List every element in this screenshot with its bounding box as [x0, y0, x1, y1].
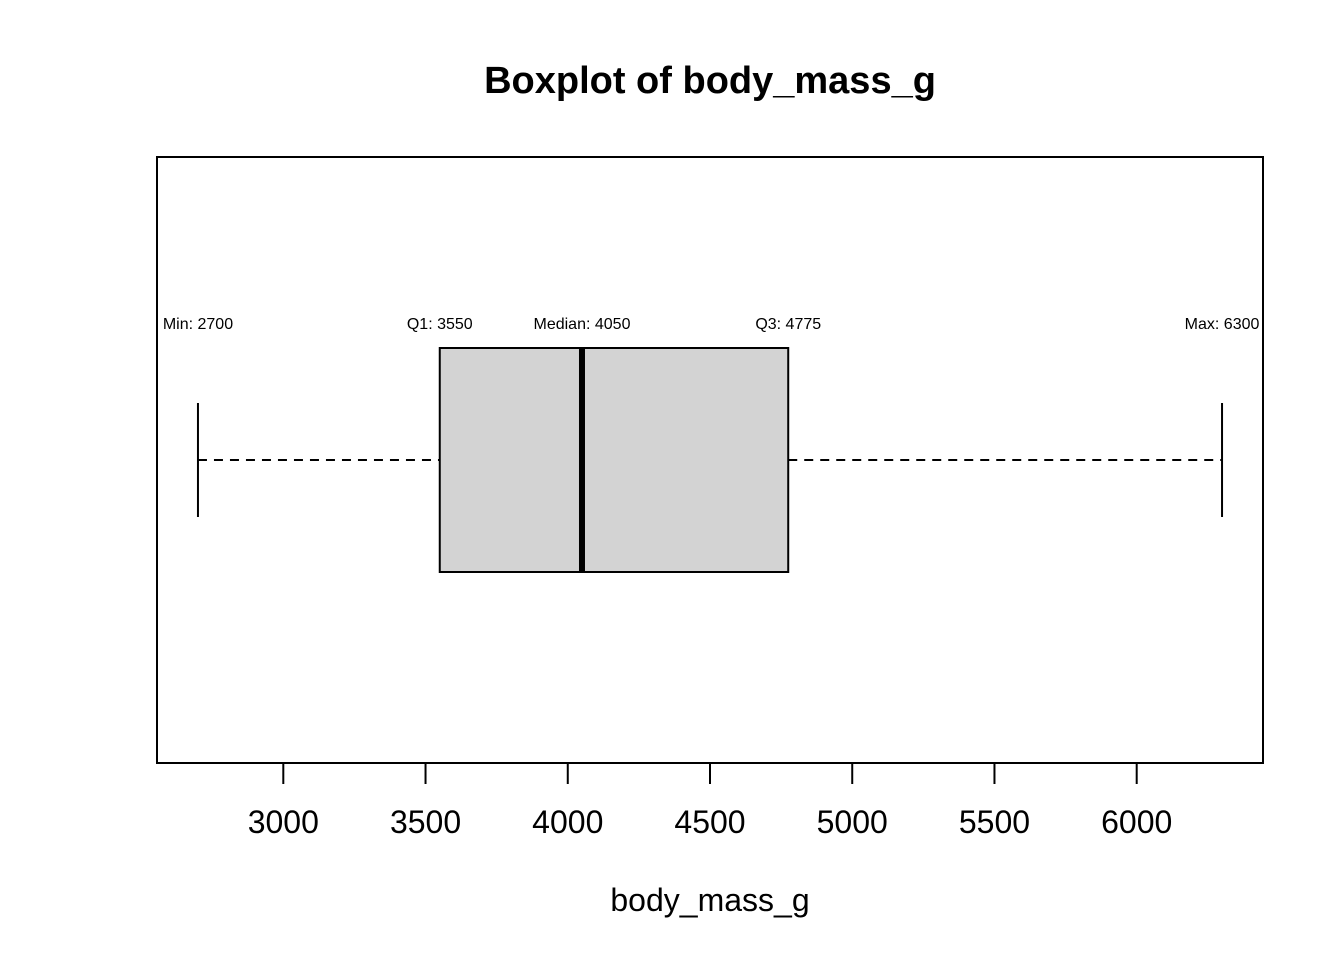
interquartile-box	[438, 347, 790, 573]
x-tick-label-6000: 6000	[1101, 804, 1172, 840]
x-tick-label-4500: 4500	[674, 804, 745, 840]
x-tick-label-4000: 4000	[532, 804, 603, 840]
x-tick-label-3500: 3500	[390, 804, 461, 840]
stat-label-median: Median: 4050	[534, 316, 631, 333]
stat-label-min: Min: 2700	[163, 316, 233, 333]
x-axis: 3000 3500 4000 4500 5000 5500 6000	[248, 762, 1172, 840]
stat-label-q3: Q3: 4775	[755, 316, 821, 333]
x-axis-title: body_mass_g	[610, 882, 809, 918]
stat-label-q1: Q1: 3550	[407, 316, 473, 333]
chart-title: Boxplot of body_mass_g	[484, 60, 936, 102]
boxplot-series	[196, 347, 1224, 573]
x-tick-label-5500: 5500	[959, 804, 1030, 840]
stat-labels: Min: 2700 Q1: 3550 Median: 4050 Q3: 4775 Max…	[163, 316, 1260, 333]
stat-label-max: Max: 6300	[1185, 316, 1260, 333]
x-tick-label-3000: 3000	[248, 804, 319, 840]
x-tick-label-5000: 5000	[817, 804, 888, 840]
